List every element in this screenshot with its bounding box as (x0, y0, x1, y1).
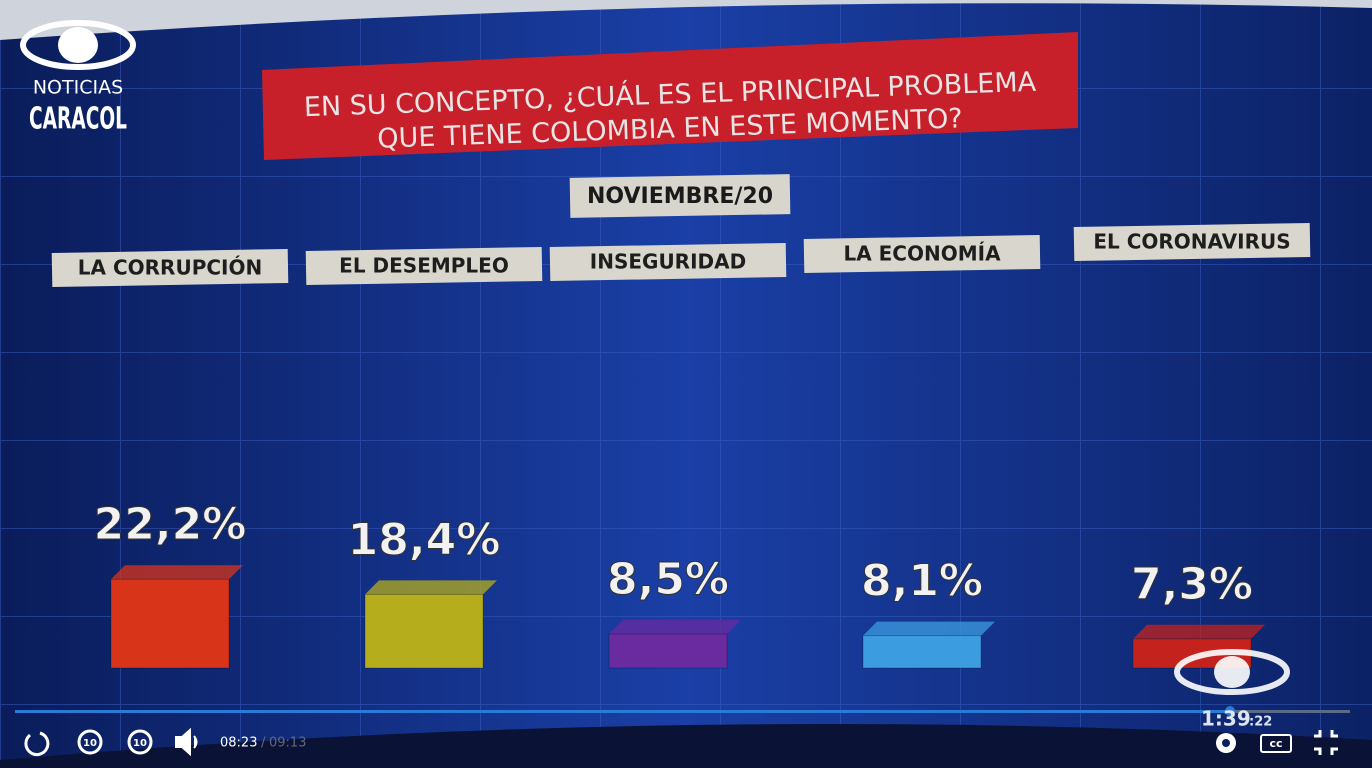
category-label: EL DESEMPLEO (339, 254, 509, 278)
broadcast-clock: 1:39 (1201, 707, 1251, 731)
bar-top (111, 565, 243, 580)
category-box (549, 242, 787, 282)
time-separator: / (261, 736, 266, 751)
watermark-logo (1174, 649, 1290, 695)
top-arc (0, 0, 1372, 40)
value-label: 8,5% (607, 554, 729, 605)
category-label: INSEGURIDAD (590, 250, 746, 274)
bar (364, 593, 484, 669)
logo: NOTICIAS CARACOL (20, 20, 136, 137)
logo-line2: CARACOL (29, 102, 127, 137)
current-time: 08:23 (220, 736, 257, 751)
bar-top (1133, 624, 1265, 639)
cc-button[interactable] (1260, 734, 1292, 753)
bottom-arc (0, 724, 1372, 768)
chart-subtitle: NOVIEMBRE/20 (587, 184, 773, 209)
category-box (1073, 222, 1311, 262)
player-controls: 10 10 08:23 / 09:13 1:39 :22 cc (15, 649, 1350, 757)
bar (608, 633, 728, 669)
cc-label: cc (1269, 737, 1282, 750)
replay-button[interactable] (24, 731, 50, 757)
bar-top (365, 580, 497, 595)
svg-text:10: 10 (83, 738, 97, 749)
value-label: 7,3% (1131, 559, 1253, 610)
value-label: 22,2% (94, 499, 247, 550)
exit-fullscreen-button[interactable] (1314, 730, 1338, 755)
bar (110, 578, 230, 669)
value-label: 18,4% (348, 514, 501, 565)
bars: LA CORRUPCIÓN 22,2% EL DESEMPLEO 18,4% INSEG… (51, 222, 1311, 669)
value-label: 8,1% (861, 556, 983, 607)
bar-top (863, 621, 995, 636)
category-box (803, 234, 1041, 274)
forward-10-button[interactable]: 10 (127, 729, 153, 755)
category-label: EL CORONAVIRUS (1093, 230, 1290, 254)
volume-button[interactable] (175, 727, 198, 757)
category-label: LA CORRUPCIÓN (78, 256, 262, 280)
svg-text:10: 10 (133, 738, 147, 749)
broadcast-clock-seconds: :22 (1249, 715, 1272, 730)
logo-line1: NOTICIAS (33, 77, 123, 99)
title-box (262, 32, 1078, 160)
subtitle-box (569, 174, 791, 218)
category-box (51, 248, 289, 288)
duration: 09:13 (269, 736, 306, 751)
settings-button[interactable] (1216, 733, 1236, 753)
bar (862, 635, 982, 669)
rewind-10-button[interactable]: 10 (77, 729, 103, 755)
progress-fill (15, 710, 1230, 713)
progress-handle[interactable] (1225, 706, 1235, 716)
bar-top (609, 620, 741, 634)
category-box (305, 246, 543, 286)
category-label: LA ECONOMÍA (843, 242, 1001, 266)
